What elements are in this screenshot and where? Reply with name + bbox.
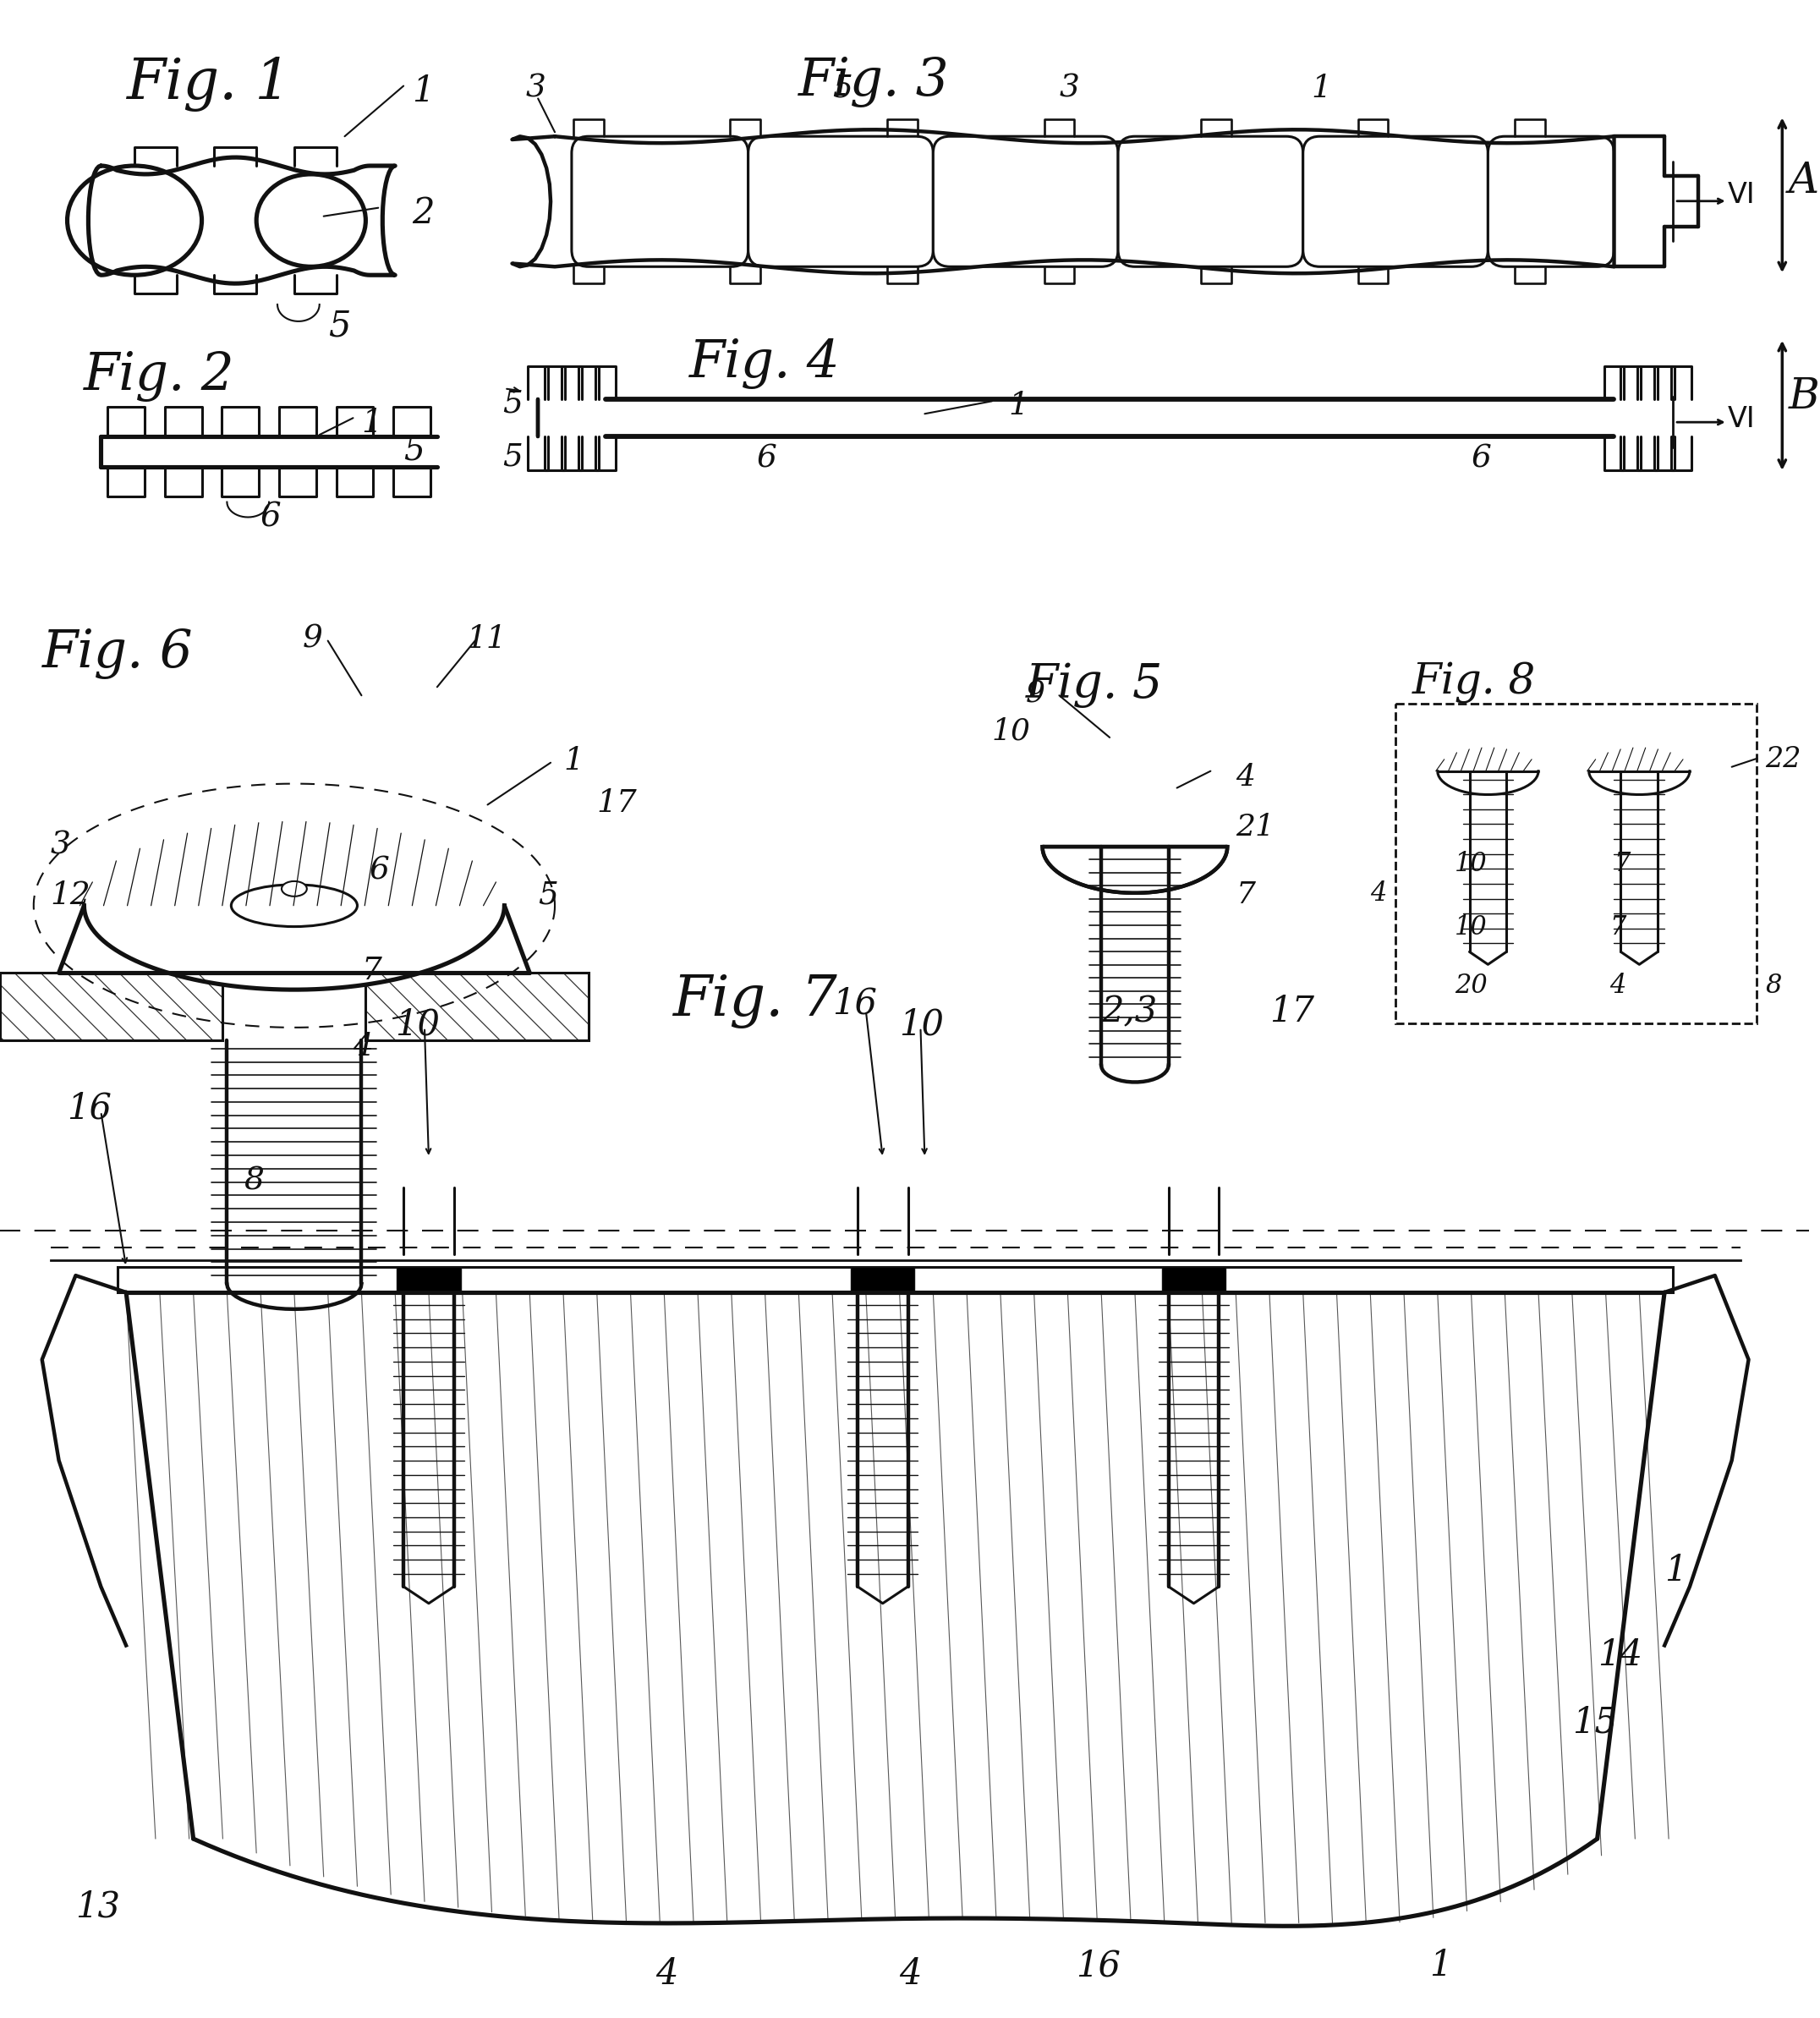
Text: 8: 8 [244, 1166, 264, 1197]
Text: 4: 4 [655, 1957, 679, 1992]
Text: 1: 1 [562, 747, 584, 777]
Polygon shape [118, 1267, 1673, 1292]
Text: 4: 4 [899, 1957, 923, 1992]
Text: 3: 3 [1059, 73, 1079, 103]
Text: Fig. 6: Fig. 6 [42, 628, 193, 678]
Polygon shape [84, 906, 504, 989]
Text: 12: 12 [51, 880, 91, 910]
Text: 20: 20 [1454, 973, 1487, 999]
Ellipse shape [282, 882, 308, 896]
Text: 10: 10 [1454, 914, 1487, 940]
Text: B: B [1789, 375, 1820, 418]
Text: 6: 6 [757, 444, 777, 474]
Polygon shape [126, 1292, 1665, 1925]
Text: 5: 5 [539, 880, 559, 910]
Text: 1: 1 [362, 408, 382, 440]
Text: 7: 7 [362, 957, 382, 987]
Text: 1: 1 [1008, 391, 1028, 422]
Text: 10: 10 [992, 716, 1030, 745]
Text: 1: 1 [1429, 1947, 1452, 1984]
Text: 17: 17 [1269, 995, 1314, 1029]
FancyBboxPatch shape [571, 137, 748, 266]
FancyBboxPatch shape [934, 137, 1117, 266]
Text: 4: 4 [1611, 973, 1627, 999]
FancyBboxPatch shape [748, 137, 934, 266]
Text: 13: 13 [76, 1889, 120, 1925]
Text: 1: 1 [411, 73, 435, 109]
Polygon shape [1161, 1267, 1225, 1292]
Text: 1: 1 [1665, 1554, 1687, 1588]
Text: Fig. 7: Fig. 7 [673, 973, 837, 1027]
Text: VI: VI [1727, 182, 1754, 208]
Text: 2: 2 [411, 196, 435, 230]
Text: 22: 22 [1765, 747, 1802, 773]
Text: 6: 6 [369, 856, 389, 886]
Text: 7: 7 [1611, 914, 1627, 940]
Text: 10: 10 [899, 1007, 945, 1041]
Text: 8: 8 [1765, 973, 1782, 999]
Text: 9: 9 [302, 624, 322, 654]
Text: 11: 11 [466, 624, 508, 654]
Text: 5: 5 [832, 73, 852, 103]
Text: 10: 10 [1454, 852, 1487, 878]
Text: Fig. 5: Fig. 5 [1026, 662, 1163, 708]
Text: 1: 1 [1312, 73, 1332, 103]
Text: 7: 7 [1614, 852, 1631, 878]
Text: 16: 16 [832, 985, 877, 1021]
Text: 7: 7 [1236, 880, 1256, 910]
Polygon shape [1043, 848, 1227, 892]
Text: Fig. 2: Fig. 2 [84, 351, 235, 402]
Text: A: A [1789, 159, 1820, 202]
Text: 16: 16 [1076, 1947, 1121, 1984]
Text: 4: 4 [353, 1031, 373, 1061]
Text: Fig. 4: Fig. 4 [690, 339, 841, 389]
Polygon shape [89, 157, 395, 283]
Polygon shape [397, 1267, 460, 1292]
Polygon shape [366, 973, 588, 1039]
Text: 16: 16 [67, 1090, 113, 1126]
Text: 6: 6 [260, 502, 282, 533]
Text: 5: 5 [502, 442, 522, 472]
FancyBboxPatch shape [1396, 704, 1756, 1023]
Text: 4: 4 [1236, 763, 1256, 791]
Text: 6: 6 [1471, 444, 1491, 474]
Text: 3: 3 [526, 73, 546, 103]
Ellipse shape [257, 174, 366, 266]
Text: 21: 21 [1236, 813, 1274, 842]
FancyBboxPatch shape [1117, 137, 1303, 266]
Text: VI: VI [1727, 406, 1754, 434]
Text: 3: 3 [51, 829, 71, 860]
Text: 5: 5 [404, 434, 424, 466]
Text: 10: 10 [395, 1007, 440, 1041]
Ellipse shape [231, 884, 357, 926]
Polygon shape [0, 973, 222, 1039]
Text: 5: 5 [328, 309, 349, 345]
Text: Fig. 1: Fig. 1 [126, 57, 291, 111]
Text: Fig. 8: Fig. 8 [1412, 662, 1536, 704]
FancyBboxPatch shape [1489, 137, 1614, 266]
Polygon shape [511, 129, 1614, 272]
Text: 15: 15 [1572, 1705, 1616, 1740]
Ellipse shape [67, 165, 202, 274]
FancyBboxPatch shape [1303, 137, 1489, 266]
Text: 14: 14 [1598, 1637, 1642, 1673]
Text: 5: 5 [502, 389, 522, 420]
Text: Fig. 3: Fig. 3 [799, 57, 950, 107]
Text: 2,3: 2,3 [1101, 995, 1158, 1029]
Polygon shape [850, 1267, 915, 1292]
Text: 4: 4 [1370, 880, 1387, 906]
Text: 9: 9 [1026, 678, 1045, 708]
Text: 17: 17 [597, 787, 637, 819]
